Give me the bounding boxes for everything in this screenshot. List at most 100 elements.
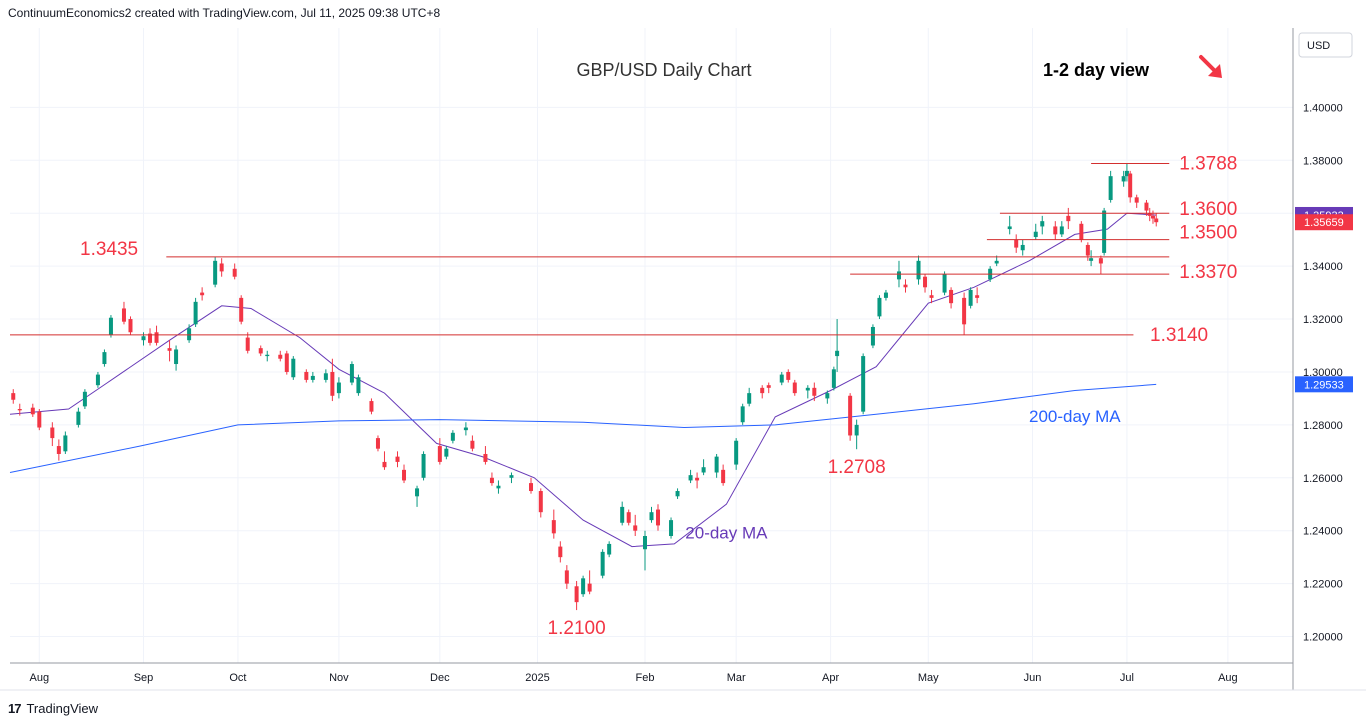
candle-body xyxy=(929,295,934,298)
chart-grid xyxy=(10,28,1293,663)
candle-body xyxy=(415,488,420,497)
candle-body xyxy=(509,475,514,478)
candle xyxy=(30,403,35,417)
candle xyxy=(496,480,501,494)
candle xyxy=(356,374,361,396)
candle xyxy=(812,382,817,402)
candle-body xyxy=(792,382,797,394)
candle xyxy=(626,509,631,526)
candle xyxy=(607,541,612,558)
candle-body xyxy=(450,432,455,441)
candle xyxy=(369,398,374,415)
candle-body xyxy=(564,570,569,584)
candle-body xyxy=(128,319,133,333)
candle xyxy=(213,256,218,288)
currency-label: USD xyxy=(1307,40,1330,52)
candle-body xyxy=(382,461,387,468)
candle xyxy=(17,403,22,416)
candle xyxy=(95,371,100,388)
candle xyxy=(1079,221,1084,243)
candle xyxy=(854,419,859,450)
candles xyxy=(11,163,1159,611)
candle xyxy=(284,350,289,375)
x-tick-label: Sep xyxy=(134,672,154,684)
candle xyxy=(701,459,706,476)
candle xyxy=(688,469,693,484)
candle xyxy=(1033,223,1038,240)
candle xyxy=(825,390,830,404)
candle xyxy=(310,371,315,383)
candle-body xyxy=(1053,226,1058,235)
candle-body xyxy=(437,446,442,462)
annotation-label: 200-day MA xyxy=(1029,407,1121,426)
candle-body xyxy=(994,260,999,264)
annotation-label: 1.2708 xyxy=(828,457,886,478)
candle xyxy=(415,485,420,507)
candle-body xyxy=(649,512,654,521)
level-label: 1.3370 xyxy=(1179,262,1237,283)
candle-body xyxy=(949,289,954,304)
candle-body xyxy=(1085,244,1090,256)
candle-body xyxy=(349,364,354,383)
candle xyxy=(633,514,638,536)
candle-body xyxy=(923,276,928,288)
candle-body xyxy=(102,352,107,365)
level-label: 1.3140 xyxy=(1150,325,1208,346)
candle-body xyxy=(831,369,836,388)
candle xyxy=(239,295,244,325)
candle xyxy=(1147,207,1152,222)
candle xyxy=(695,472,700,489)
candle-body xyxy=(835,350,840,357)
candle-body xyxy=(37,411,42,428)
candle-body xyxy=(17,409,22,411)
candle-body xyxy=(82,391,87,407)
candle-body xyxy=(626,512,631,523)
y-tick-label: 1.38000 xyxy=(1303,155,1343,167)
ma200-price-tag: 1.29533 xyxy=(1304,379,1344,391)
candle xyxy=(649,506,654,523)
candle-body xyxy=(740,406,745,423)
chart-attribution: ContinuumEconomics2 created with Trading… xyxy=(8,6,441,20)
candle xyxy=(600,549,605,579)
candle-body xyxy=(760,387,765,394)
axes: 1.400001.380001.360001.340001.320001.300… xyxy=(0,28,1366,691)
candle-body xyxy=(669,520,674,536)
candle-body xyxy=(1102,210,1107,253)
candle-body xyxy=(1147,213,1152,216)
candle xyxy=(450,430,455,444)
candle-body xyxy=(232,268,237,277)
candle xyxy=(740,403,745,425)
candle-body xyxy=(688,475,693,481)
x-tick-label: Oct xyxy=(229,672,246,684)
candle-body xyxy=(607,543,612,555)
candle xyxy=(141,332,146,346)
candle-body xyxy=(975,295,980,298)
candle-body xyxy=(239,297,244,322)
candle xyxy=(37,409,42,431)
candle-body xyxy=(63,435,68,452)
candle-body xyxy=(219,263,224,272)
annotation-label: 20-day MA xyxy=(685,523,768,542)
candle xyxy=(564,565,569,589)
candle-body xyxy=(1007,226,1012,230)
candle-body xyxy=(877,297,882,317)
level-lines: 1.3788 1.3600 1.3500 1.3435 1.3370 1.3140 xyxy=(10,153,1237,346)
candle-body xyxy=(284,353,289,372)
x-tick-label: Feb xyxy=(636,672,655,684)
currency-box xyxy=(1298,32,1353,58)
candle-body xyxy=(1128,173,1133,198)
candle-body xyxy=(444,448,449,457)
candle xyxy=(877,295,882,320)
candle-body xyxy=(1033,231,1038,238)
candle xyxy=(1121,170,1126,187)
candle xyxy=(968,287,973,309)
candle xyxy=(63,431,68,454)
candle-body xyxy=(496,485,501,489)
candle-body xyxy=(903,284,908,288)
candle xyxy=(916,255,921,285)
candle xyxy=(1128,170,1133,203)
candle xyxy=(529,477,534,494)
candle-body xyxy=(766,385,771,388)
candle-body xyxy=(200,292,205,296)
